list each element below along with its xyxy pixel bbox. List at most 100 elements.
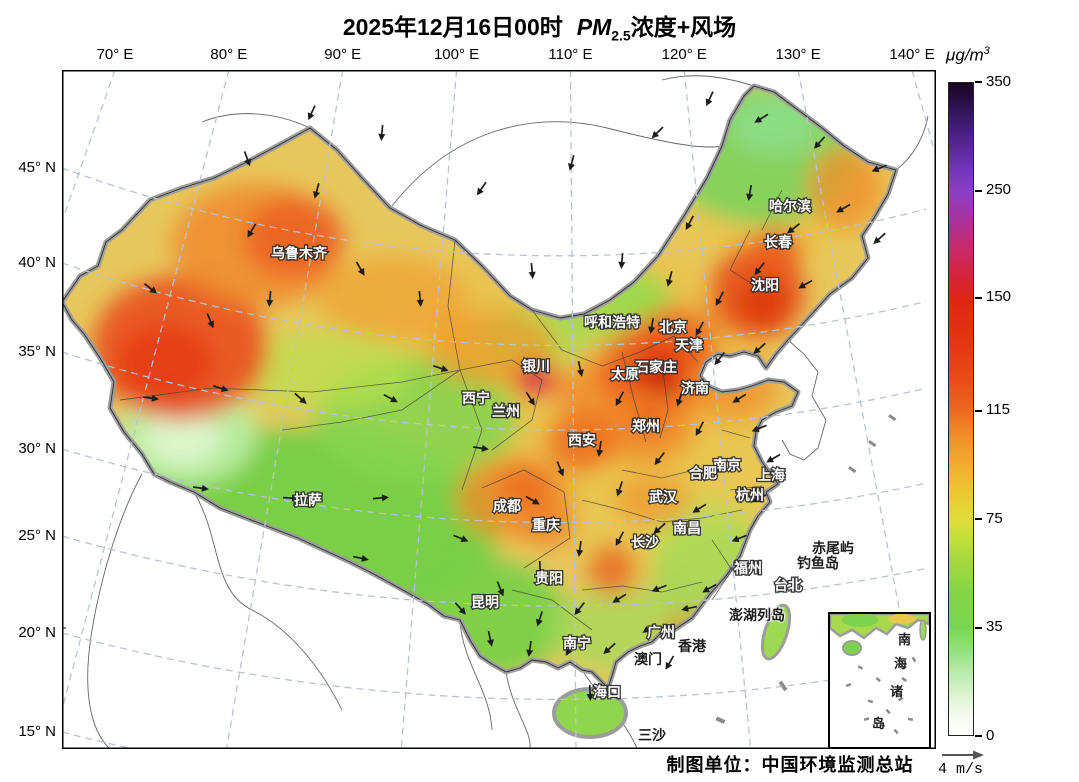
wind-arrow-icon [282,494,299,502]
wind-arrow-icon [786,223,801,234]
wind-arrow-icon [615,531,625,546]
wind-arrow-icon [732,393,747,403]
wind-arrow-icon [871,164,887,173]
lat-tick-label: 40° N [18,254,56,271]
city-label: 呼和浩特 [584,314,640,330]
wind-arrow-icon [142,394,159,402]
wind-arrow-icon [752,493,767,503]
wind-arrow-icon [526,640,534,657]
wind-arrow-icon [416,290,424,307]
colorbar [948,82,974,736]
wind-arrow-icon [454,602,467,615]
city-label: 上海 [757,467,785,483]
wind-arrow-icon [695,421,705,436]
graticule [0,69,1079,782]
sea-label: 赤尾屿 [812,540,854,556]
city-label: 长沙 [631,534,659,550]
wind-arrow-icon [213,385,229,393]
wind-arrow-icon [472,444,489,452]
city-label: 石家庄 [634,359,677,375]
inset-hainan [842,640,862,656]
wind-arrow-icon [496,581,505,597]
wind-arrow-icon [528,262,536,279]
colorbar-tick-mark [975,189,982,192]
title-suffix: 浓度+风场 [630,14,737,40]
wind-arrow-icon [615,391,625,406]
wind-arrow-icon [143,283,158,294]
page-title: 2025年12月16日00时 PM2.5浓度+风场 [0,8,1079,44]
city-label: 西宁 [462,390,490,406]
inset-taiwan [919,619,927,641]
wind-arrow-icon [873,232,886,245]
lon-tick-label: 90° E [324,46,362,63]
wind-arrow-icon [596,440,604,457]
city-label: 台北 [774,577,802,593]
lon-tick-label: 130° E [775,46,821,63]
colorbar-tick-mark [975,626,982,629]
wind-arrow-icon [651,584,667,593]
lat-tick-label: 25° N [18,527,56,544]
lon-tick-label: 100° E [433,46,480,63]
wind-arrow-icon [372,494,389,502]
wind-arrow-icon [383,393,398,403]
inset-label-char: 海 [894,656,907,671]
wind-arrow-icon [378,124,386,141]
city-label: 太原 [611,366,639,382]
wind-arrow-icon [751,424,767,433]
wind-arrow-icon [568,155,575,171]
wind-arrow-icon [705,91,714,107]
wind-scale-arrow [942,750,984,760]
city-label: 昆明 [471,594,499,610]
city-label: 兰州 [492,403,520,419]
city-label: 杭州 [736,487,764,503]
title-date: 2025年12月16日00时 [342,14,563,40]
wind-arrow-icon [798,279,813,289]
city-label: 北京 [659,319,687,335]
wind-arrow-icon [754,261,765,276]
wind-arrow-icon [313,183,320,199]
province-borders [119,189,783,631]
city-label: 郑州 [632,418,660,434]
city-label: 拉萨 [294,492,322,508]
wind-arrow-icon [648,317,656,334]
wind-arrow-icon [766,453,781,463]
wind-arrows [142,91,887,701]
city-label: 南京 [713,457,741,473]
wind-arrow-icon [715,291,725,306]
colorbar-tick-mark [975,518,982,520]
lon-tick-label: 110° E [548,46,593,63]
lon-tick-label: 140° E [889,46,935,63]
lat-tick-label: 35° N [18,343,56,360]
wind-arrow-icon [586,684,594,701]
wind-arrow-icon [352,554,369,562]
wind-arrow-icon [355,261,365,276]
lon-tick-label: 120° E [661,46,707,63]
city-label: 长春 [764,234,793,250]
wind-arrow-icon [746,184,754,201]
wind-arrow-icon [642,623,657,633]
wind-arrow-icon [525,495,540,505]
wind-arrow-icon [576,360,584,377]
wind-arrow-icon [675,391,683,407]
wind-arrow-icon [618,252,626,269]
wind-arrow-icon [294,392,307,405]
wind-arrow-icon [266,290,274,307]
lat-tick-label: 45° N [18,159,56,176]
colorbar-tick-label: 35 [986,618,1003,636]
city-label: 贵阳 [535,570,563,586]
sea-label: 澎湖列岛 [729,607,785,623]
south-china-sea-inset: 南海诸岛 [828,612,931,749]
inset-label-char: 诸 [890,684,903,699]
city-label: 广州 [647,624,675,640]
wind-arrow-icon [247,223,257,238]
city-label: 乌鲁木齐 [271,245,328,261]
wind-arrow-icon [754,113,769,123]
city-label: 重庆 [532,517,560,533]
wind-arrow-icon [453,534,469,543]
inset-label-char: 南 [898,632,911,647]
colorbar-tick-label: 150 [986,288,1012,306]
credit-footer: 制图单位：中国环境监测总站 [666,755,914,775]
